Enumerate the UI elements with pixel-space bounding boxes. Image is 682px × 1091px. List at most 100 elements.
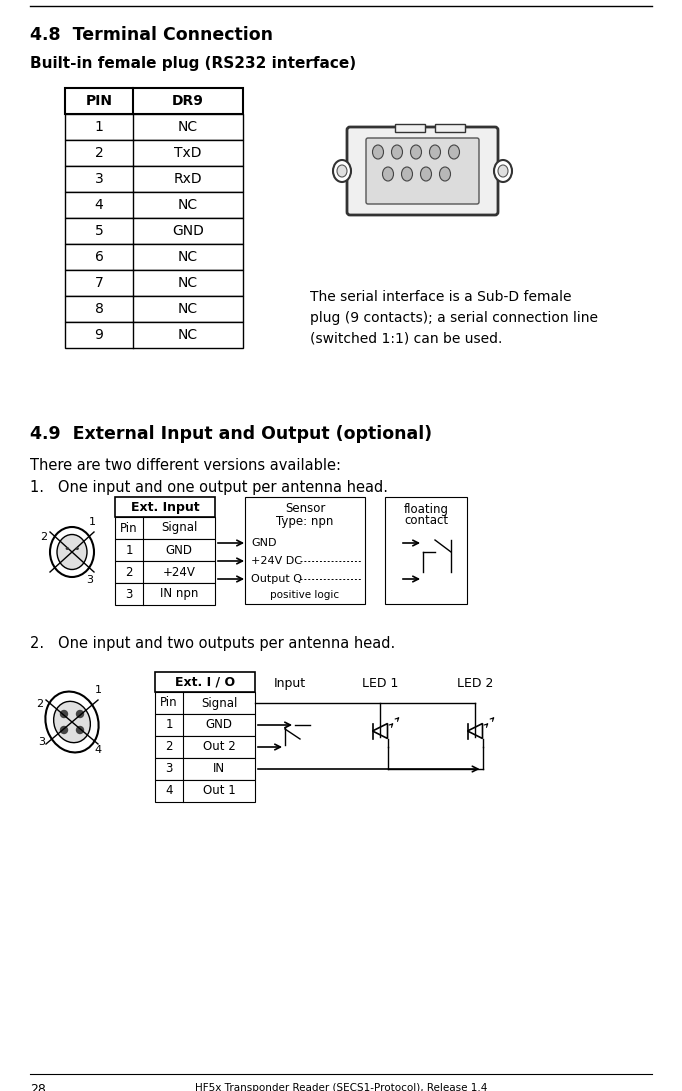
Polygon shape xyxy=(372,723,387,739)
Ellipse shape xyxy=(449,145,460,159)
Text: 1: 1 xyxy=(165,719,173,731)
Text: 4.9  External Input and Output (optional): 4.9 External Input and Output (optional) xyxy=(30,425,432,443)
Text: IN: IN xyxy=(213,763,225,776)
Text: 3: 3 xyxy=(165,763,173,776)
Text: 7: 7 xyxy=(95,276,104,290)
Text: 4.8  Terminal Connection: 4.8 Terminal Connection xyxy=(30,26,273,44)
Text: +24V: +24V xyxy=(162,565,196,578)
Text: PIN: PIN xyxy=(85,94,113,108)
Text: HF5x Transponder Reader (SECS1-Protocol), Release 1.4: HF5x Transponder Reader (SECS1-Protocol)… xyxy=(195,1083,487,1091)
Text: 3: 3 xyxy=(87,575,93,585)
Text: GND: GND xyxy=(251,538,276,548)
Text: •: • xyxy=(74,544,80,554)
Text: 6: 6 xyxy=(95,250,104,264)
Ellipse shape xyxy=(46,692,99,753)
Ellipse shape xyxy=(439,167,451,181)
Text: LED 2: LED 2 xyxy=(457,678,493,690)
Text: Pin: Pin xyxy=(120,521,138,535)
Text: 2: 2 xyxy=(165,741,173,754)
Bar xyxy=(65,296,243,322)
Text: Out 2: Out 2 xyxy=(203,741,235,754)
Text: 3: 3 xyxy=(38,738,46,747)
Text: •: • xyxy=(63,544,70,554)
Text: 8: 8 xyxy=(95,302,104,316)
Text: IN npn: IN npn xyxy=(160,587,198,600)
Text: Type: npn: Type: npn xyxy=(276,515,333,528)
Text: NC: NC xyxy=(178,197,198,212)
Bar xyxy=(155,736,255,758)
Circle shape xyxy=(61,710,68,718)
Text: Signal: Signal xyxy=(161,521,197,535)
Text: Input: Input xyxy=(274,678,306,690)
Text: NC: NC xyxy=(178,328,198,341)
Ellipse shape xyxy=(494,160,512,182)
Text: 3: 3 xyxy=(125,587,133,600)
Bar xyxy=(395,124,425,132)
Bar xyxy=(385,497,467,604)
Text: The serial interface is a Sub-D female
plug (9 contacts); a serial connection li: The serial interface is a Sub-D female p… xyxy=(310,290,598,345)
Bar xyxy=(155,692,255,714)
Bar xyxy=(155,714,255,736)
Bar xyxy=(115,583,215,606)
Text: positive logic: positive logic xyxy=(271,590,340,600)
Text: 5: 5 xyxy=(95,224,104,238)
Bar xyxy=(65,88,243,113)
Text: There are two different versions available:: There are two different versions availab… xyxy=(30,458,341,473)
Circle shape xyxy=(61,727,68,733)
Ellipse shape xyxy=(337,165,347,177)
Bar xyxy=(115,497,215,517)
Text: Output Q: Output Q xyxy=(251,574,302,584)
Ellipse shape xyxy=(54,702,91,743)
Text: Built-in female plug (RS232 interface): Built-in female plug (RS232 interface) xyxy=(30,56,356,71)
Bar xyxy=(65,166,243,192)
Text: DR9: DR9 xyxy=(172,94,204,108)
Text: 2: 2 xyxy=(125,565,133,578)
Text: 28: 28 xyxy=(30,1083,46,1091)
Text: +24V DC: +24V DC xyxy=(251,556,302,566)
Bar xyxy=(245,497,365,604)
Ellipse shape xyxy=(50,527,94,577)
Bar xyxy=(65,192,243,218)
Bar xyxy=(115,561,215,583)
Text: Out 1: Out 1 xyxy=(203,784,235,798)
Text: 1: 1 xyxy=(89,517,95,527)
Text: GND: GND xyxy=(166,543,192,556)
Ellipse shape xyxy=(498,165,508,177)
Bar xyxy=(65,113,243,140)
Bar xyxy=(65,244,243,269)
Bar xyxy=(65,269,243,296)
Text: Signal: Signal xyxy=(201,696,237,709)
Ellipse shape xyxy=(333,160,351,182)
Text: NC: NC xyxy=(178,250,198,264)
Bar xyxy=(155,672,255,692)
Bar xyxy=(155,780,255,802)
Ellipse shape xyxy=(430,145,441,159)
Bar xyxy=(115,517,215,539)
Circle shape xyxy=(76,710,83,718)
Ellipse shape xyxy=(372,145,383,159)
Ellipse shape xyxy=(383,167,394,181)
Text: Sensor: Sensor xyxy=(285,503,325,516)
Text: 4: 4 xyxy=(95,197,104,212)
Bar xyxy=(65,322,243,348)
Text: 1: 1 xyxy=(95,685,102,695)
Polygon shape xyxy=(467,723,482,739)
Text: 2: 2 xyxy=(36,699,44,709)
Ellipse shape xyxy=(402,167,413,181)
Text: 3: 3 xyxy=(95,172,104,185)
FancyBboxPatch shape xyxy=(366,137,479,204)
Ellipse shape xyxy=(421,167,432,181)
Text: 1.   One input and one output per antenna head.: 1. One input and one output per antenna … xyxy=(30,480,388,495)
Text: NC: NC xyxy=(178,302,198,316)
Text: 2: 2 xyxy=(95,146,104,160)
Bar xyxy=(435,124,465,132)
Circle shape xyxy=(76,727,83,733)
Text: 9: 9 xyxy=(95,328,104,341)
Text: RxD: RxD xyxy=(174,172,203,185)
Text: LED 1: LED 1 xyxy=(362,678,398,690)
Bar xyxy=(65,140,243,166)
Text: GND: GND xyxy=(205,719,233,731)
Text: NC: NC xyxy=(178,120,198,134)
Ellipse shape xyxy=(57,535,87,570)
Ellipse shape xyxy=(391,145,402,159)
